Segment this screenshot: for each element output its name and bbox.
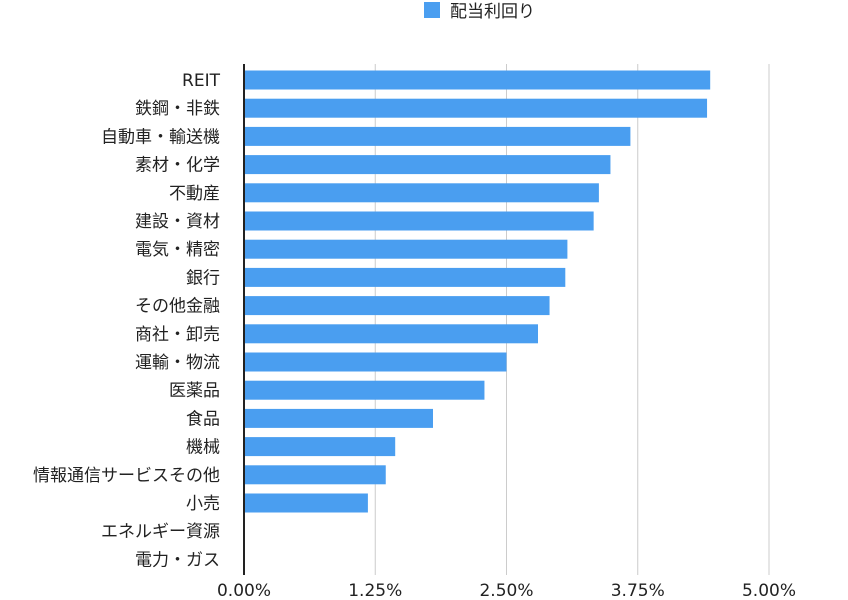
category-label: 電気・精密 [135, 240, 220, 260]
category-label: 情報通信サービスその他 [33, 466, 220, 486]
gridlines [374, 64, 770, 575]
category-label: 不動産 [169, 184, 220, 204]
bar [244, 267, 566, 287]
bar [244, 408, 433, 428]
category-label: 食品 [186, 409, 220, 429]
x-tick-labels: 0.00% 1.25% 2.50% 3.75% 5.00% [217, 581, 796, 600]
bars [244, 70, 711, 513]
bar [244, 352, 507, 372]
category-label: 医薬品 [169, 381, 220, 401]
category-label: REIT [182, 71, 221, 91]
category-label: 素材・化学 [135, 156, 220, 176]
category-label: 商社・卸売 [135, 325, 220, 345]
bar [244, 324, 538, 344]
category-labels: REIT 鉄鋼・非鉄自動車・輸送機素材・化学不動産建設・資材電気・精密銀行その他金… [33, 71, 221, 570]
category-label: エネルギー資源 [101, 522, 220, 542]
x-tick-label: 3.75% [611, 581, 665, 600]
category-label: その他金融 [135, 297, 220, 317]
bar [244, 211, 594, 231]
bar [244, 155, 611, 175]
category-label: 電力・ガス [135, 550, 220, 570]
category-label: 自動車・輸送機 [101, 127, 220, 147]
category-label: 建設・資材 [135, 212, 220, 232]
category-label: 銀行 [186, 268, 220, 288]
legend-swatch [424, 2, 440, 18]
category-label: 運輸・物流 [135, 353, 220, 373]
x-tick-label: 2.50% [479, 581, 533, 600]
x-tick-label: 0.00% [217, 581, 271, 600]
bar [244, 183, 599, 203]
bar [244, 493, 368, 513]
bar [244, 465, 386, 485]
bar [244, 380, 485, 400]
legend: 配当利回り [424, 2, 535, 22]
category-label: 機械 [186, 438, 220, 458]
bar [244, 239, 568, 259]
category-label: 鉄鋼・非鉄 [135, 99, 220, 119]
bar [244, 98, 708, 118]
bar [244, 126, 631, 146]
bar [244, 296, 550, 316]
category-label: 小売 [186, 494, 220, 514]
legend-label: 配当利回り [450, 2, 535, 22]
bar [244, 437, 396, 457]
x-tick-label: 5.00% [742, 581, 796, 600]
bar [244, 70, 711, 90]
x-tick-label: 1.25% [348, 581, 402, 600]
